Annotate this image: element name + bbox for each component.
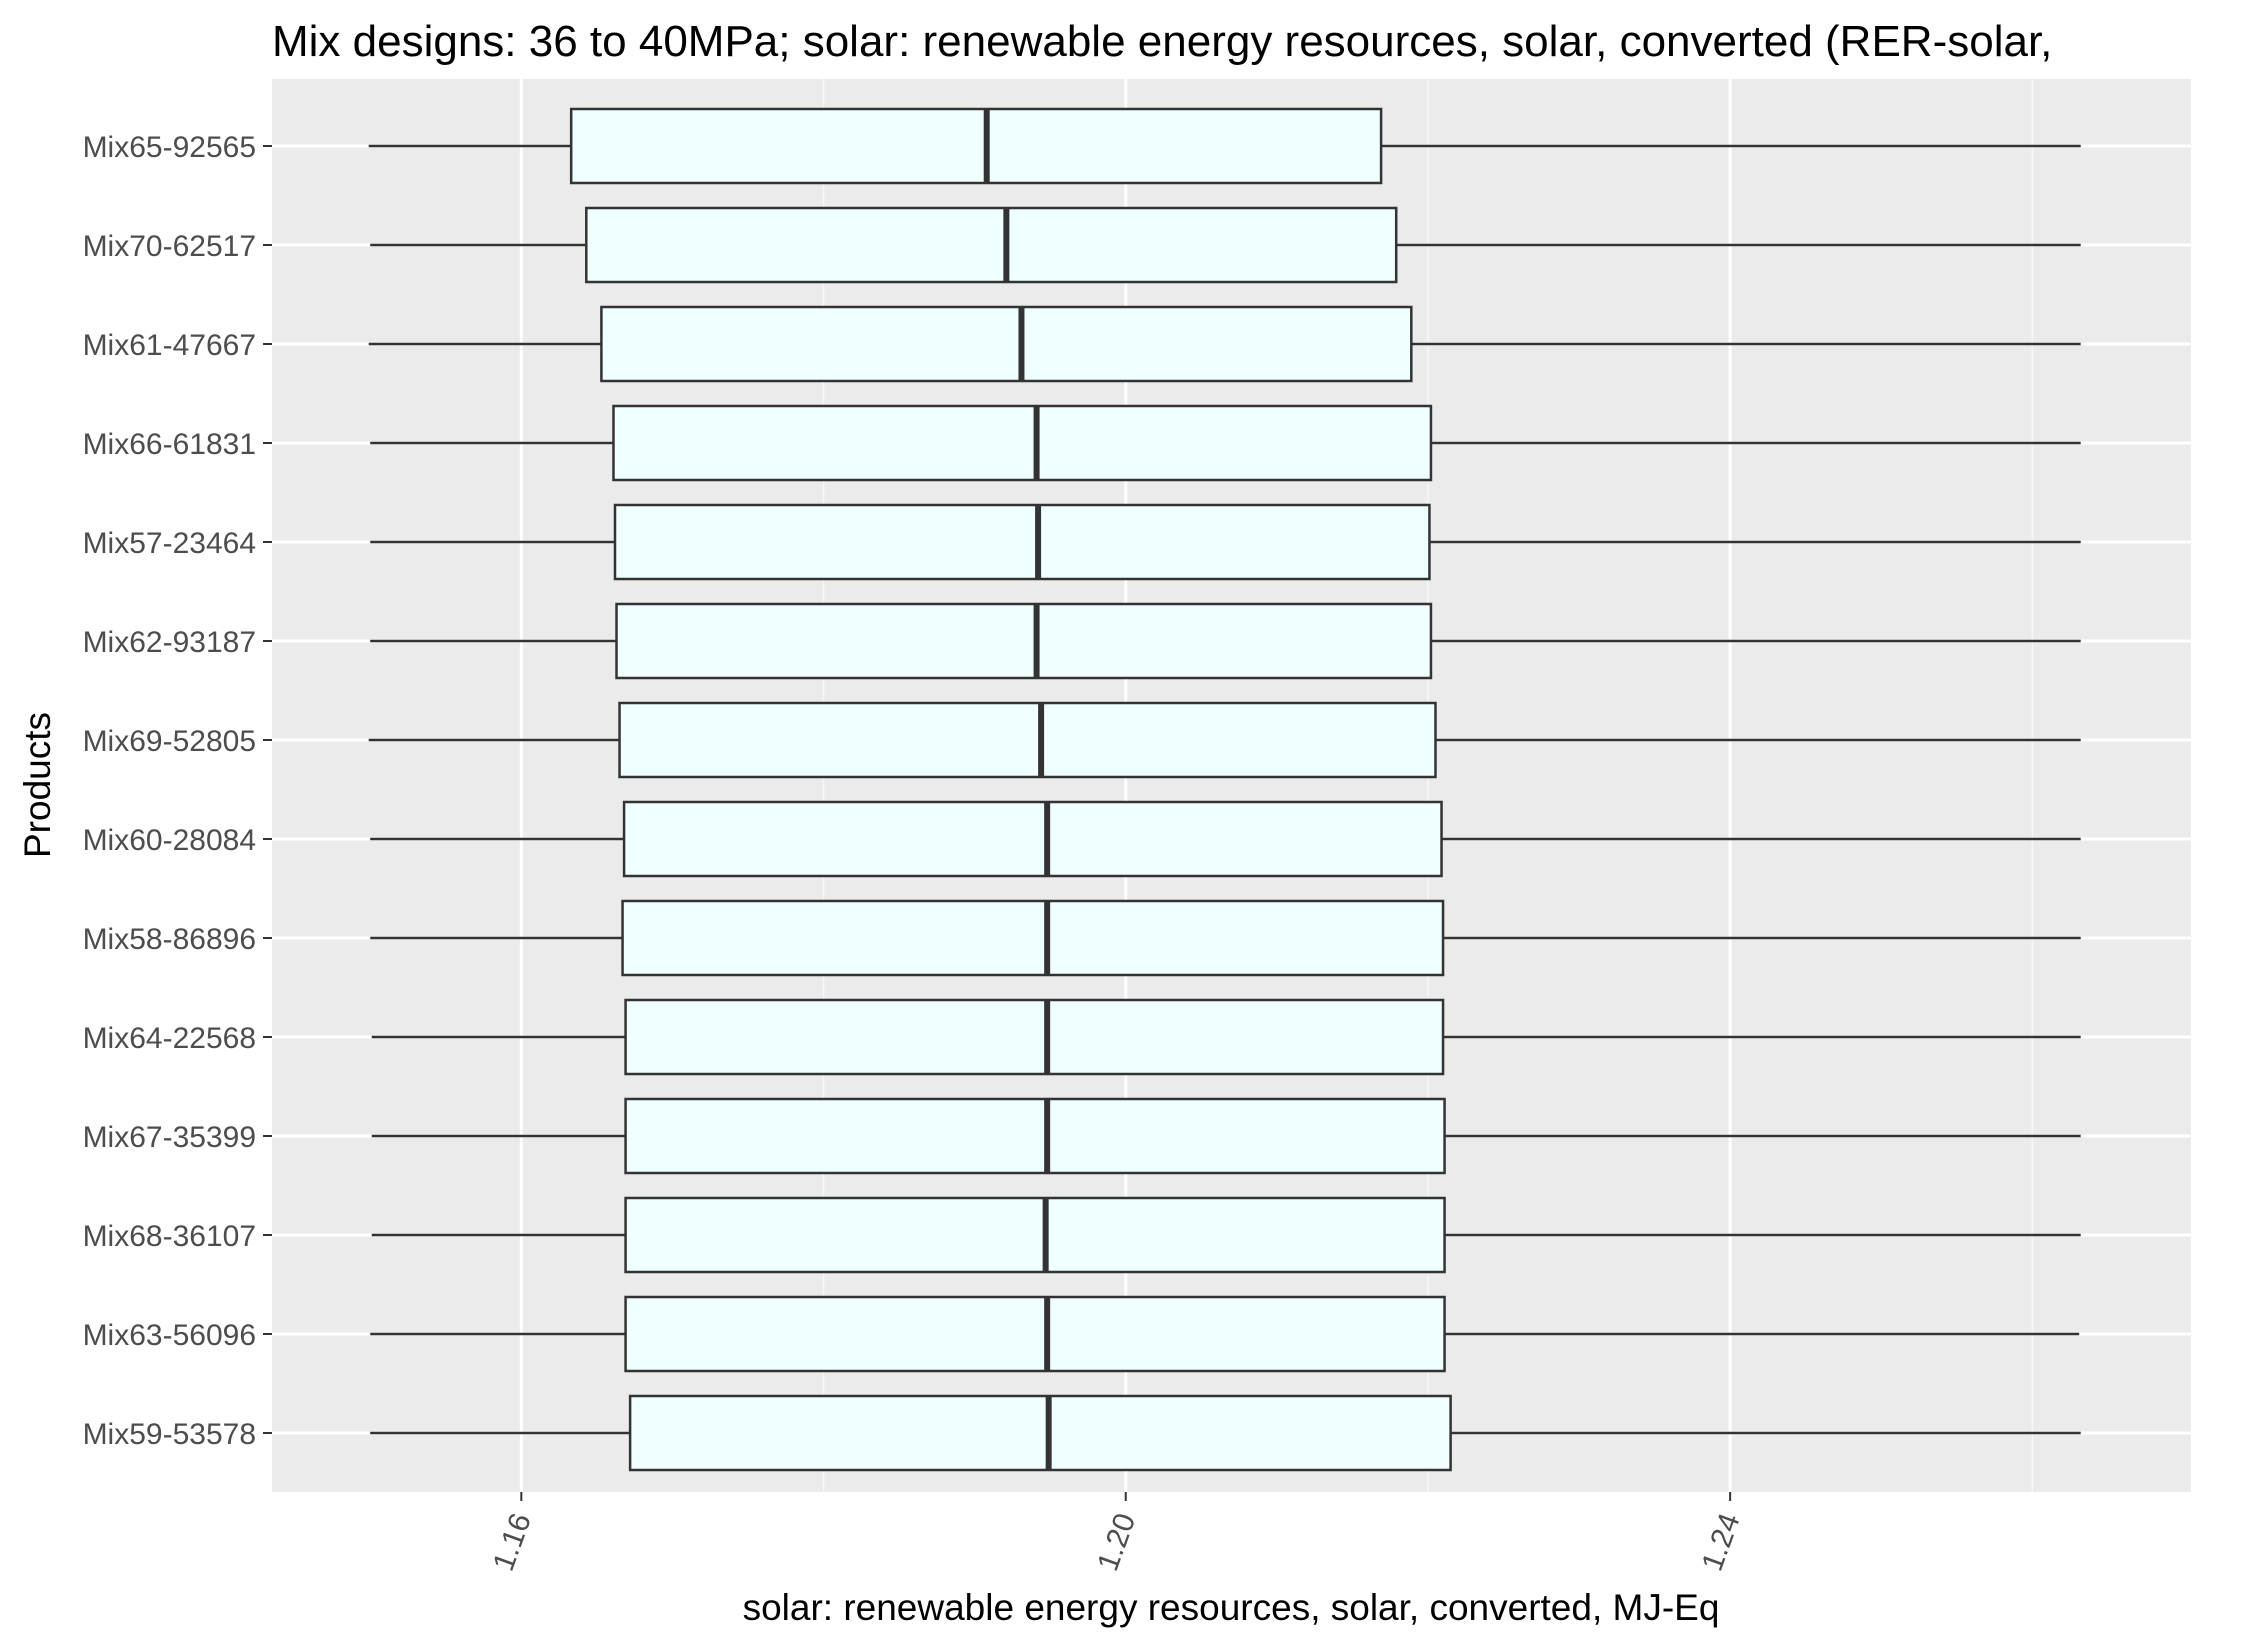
box-Mix66-61831 bbox=[370, 404, 2081, 482]
box-Mix65-92565 bbox=[368, 107, 2081, 185]
box-iqr bbox=[569, 107, 1383, 185]
y-tick-label: Mix66-61831 bbox=[83, 428, 256, 461]
box-iqr bbox=[615, 602, 1433, 680]
x-tick-label: 1.16 bbox=[487, 1509, 538, 1575]
chart-title: Mix designs: 36 to 40MPa; solar: renewab… bbox=[272, 17, 2052, 66]
x-tick-label: 1.24 bbox=[1696, 1509, 1747, 1575]
box-Mix59-53578 bbox=[370, 1394, 2081, 1472]
box-iqr bbox=[624, 998, 1445, 1076]
y-tick-label: Mix64-22568 bbox=[83, 1022, 256, 1055]
box-Mix70-62517 bbox=[370, 206, 2081, 284]
plot-panel bbox=[272, 79, 2191, 1492]
y-tick-label: Mix58-86896 bbox=[83, 923, 256, 956]
box-iqr bbox=[618, 701, 1437, 779]
box-iqr bbox=[628, 1394, 1452, 1472]
box-Mix64-22568 bbox=[371, 998, 2081, 1076]
box-iqr bbox=[624, 1097, 1446, 1175]
x-axis: 1.16 1.20 1.24 bbox=[487, 1492, 1747, 1575]
x-tick-label: 1.20 bbox=[1091, 1509, 1142, 1575]
y-tick-label: Mix70-62517 bbox=[83, 230, 256, 263]
box-Mix69-52805 bbox=[368, 701, 2081, 779]
y-axis-title: Products bbox=[17, 712, 58, 858]
box-iqr bbox=[621, 899, 1445, 977]
y-tick-label: Mix61-47667 bbox=[83, 329, 256, 362]
box-iqr bbox=[624, 1295, 1446, 1373]
box-Mix57-23464 bbox=[370, 503, 2081, 581]
y-tick-label: Mix69-52805 bbox=[83, 725, 256, 758]
box-iqr bbox=[613, 503, 1431, 581]
y-tick-label: Mix63-56096 bbox=[83, 1319, 256, 1352]
box-Mix60-28084 bbox=[370, 800, 2081, 878]
box-Mix61-47667 bbox=[368, 305, 2081, 383]
box-iqr bbox=[624, 1196, 1446, 1274]
y-tick-label: Mix59-53578 bbox=[83, 1418, 256, 1451]
y-tick-label: Mix62-93187 bbox=[83, 626, 256, 659]
y-tick-label: Mix57-23464 bbox=[83, 527, 256, 560]
box-Mix62-93187 bbox=[370, 602, 2081, 680]
y-tick-label: Mix68-36107 bbox=[83, 1220, 256, 1253]
box-iqr bbox=[622, 800, 1443, 878]
box-series bbox=[368, 107, 2081, 1472]
box-iqr bbox=[585, 206, 1398, 284]
box-iqr bbox=[600, 305, 1413, 383]
y-tick-label: Mix60-28084 bbox=[83, 824, 256, 857]
box-Mix58-86896 bbox=[370, 899, 2081, 977]
x-axis-title: solar: renewable energy resources, solar… bbox=[743, 1587, 1720, 1628]
box-Mix67-35399 bbox=[371, 1097, 2081, 1175]
y-axis: Mix65-92565 Mix70-62517 Mix61-47667 Mix66-6… bbox=[83, 131, 272, 1451]
box-Mix63-56096 bbox=[370, 1295, 2080, 1373]
y-tick-label: Mix65-92565 bbox=[83, 131, 256, 164]
box-iqr bbox=[612, 404, 1433, 482]
y-tick-label: Mix67-35399 bbox=[83, 1121, 256, 1154]
box-Mix68-36107 bbox=[371, 1196, 2081, 1274]
